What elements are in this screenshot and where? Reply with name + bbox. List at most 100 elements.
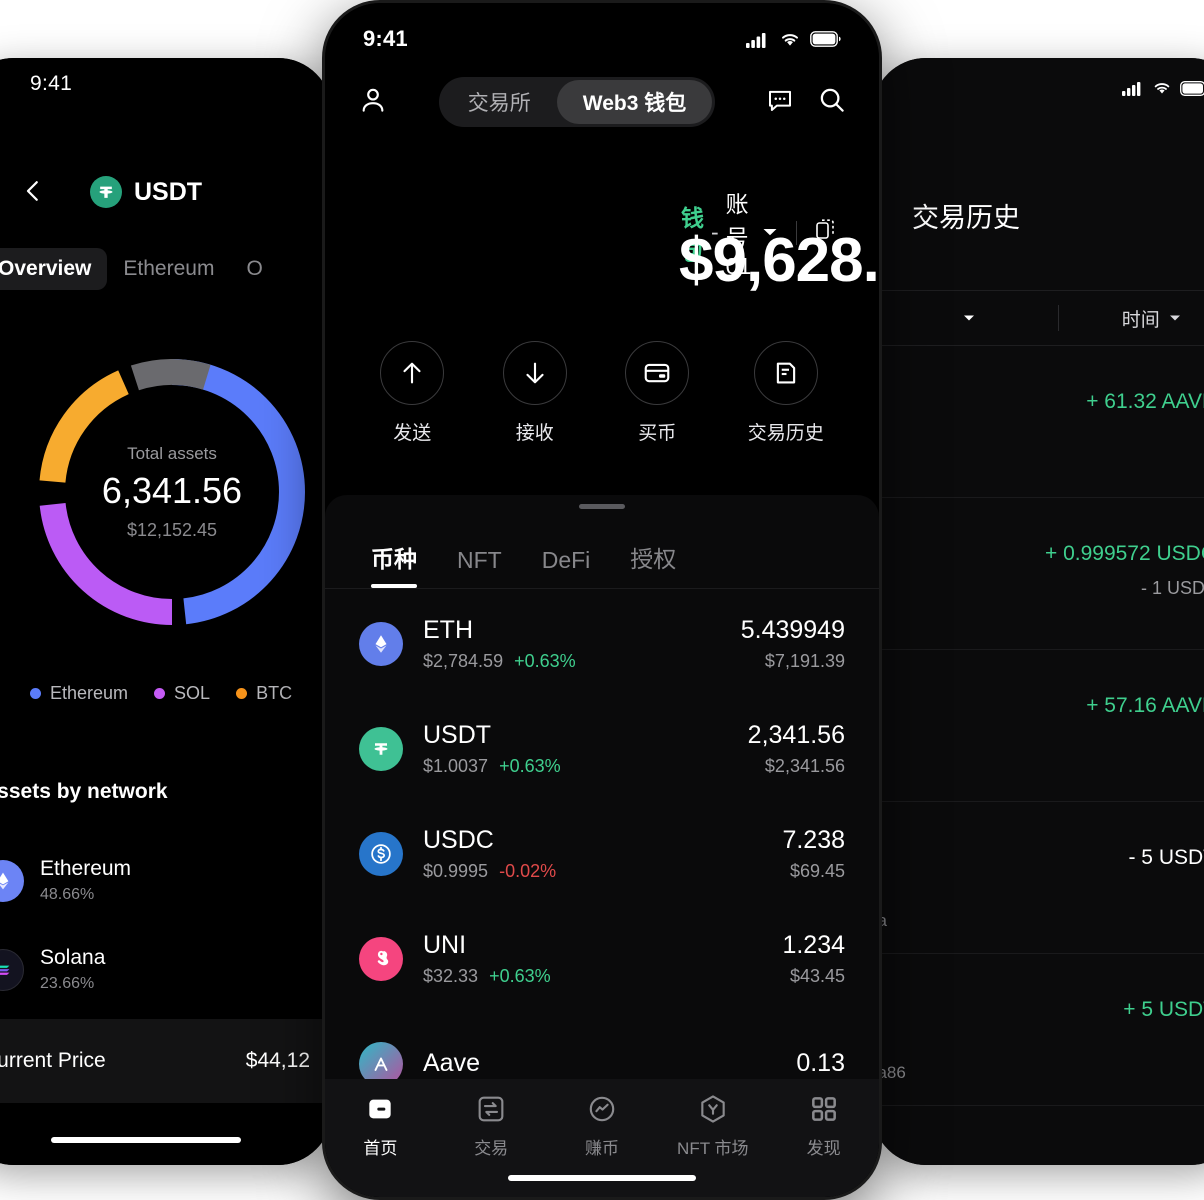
filter-type[interactable] [872, 314, 1058, 322]
top-actions [765, 85, 847, 120]
current-price-bar: Current Price $44,12 [0, 1019, 332, 1103]
tab-nft[interactable]: NFT [457, 547, 502, 573]
token-row[interactable]: Aave 0.13 [325, 1011, 879, 1116]
token-info: Aave [423, 1049, 796, 1078]
divider [1057, 305, 1059, 331]
search-icon[interactable] [817, 85, 847, 120]
chevron-down-icon [964, 315, 975, 321]
uniswap-icon [359, 936, 403, 981]
transaction-amount-secondary: - 1 USDT [1140, 578, 1204, 598]
token-row[interactable]: UNI $32.33 +0.63% 1.234 $43.45 [325, 906, 879, 1011]
wallet-account: 账号 01 [725, 191, 752, 279]
quick-actions: 发送 接收 买币 交易 [325, 341, 879, 445]
network-row[interactable]: Solana 23.66% [0, 925, 312, 1014]
token-value: $7,191.39 [764, 650, 845, 671]
assets-by-network-title: Assets by network [0, 780, 168, 803]
tether-icon [359, 726, 403, 771]
token-balance: 7.238 $69.45 [782, 826, 845, 882]
status-icons [1122, 80, 1204, 96]
tab-defi[interactable]: DeFi [541, 547, 591, 573]
sheet-grabber[interactable] [579, 504, 625, 509]
transaction-row[interactable]: + 57.16 AAVE [872, 650, 1204, 802]
tab-approvals[interactable]: 授权 [630, 546, 677, 572]
token-price: $0.9995 [423, 860, 489, 881]
nav-nft-market[interactable]: NFT 市场 [657, 1093, 768, 1159]
token-price: $2,784.59 [423, 650, 504, 671]
home-indicator [51, 1137, 241, 1143]
nft-market-icon [701, 1095, 725, 1123]
transaction-amount: - 5 USDT [1128, 846, 1204, 869]
nav-home[interactable]: 首页 [325, 1093, 436, 1159]
right-phone-screen: 交易历史 时间 + 61.32 AAVE + 0.999572 [872, 58, 1204, 1165]
token-symbol: UNI [423, 930, 467, 959]
token-info: UNI $32.33 +0.63% [423, 931, 782, 987]
token-row[interactable]: USDT $1.0037 +0.63% 2,341.56 $2,341.56 [325, 696, 879, 801]
transaction-row[interactable]: + 0.999572 USDC - 1 USDT C [872, 498, 1204, 650]
wallet-dash: - [711, 219, 719, 245]
wifi-icon [1154, 83, 1170, 94]
network-name: Solana [40, 946, 106, 969]
action-buy-crypto[interactable]: 买币 [625, 341, 690, 445]
ethereum-icon [0, 859, 24, 902]
token-row[interactable]: USDC $0.9995 -0.02% 7.238 $69.45 [325, 801, 879, 906]
legend-label: SOL [174, 683, 211, 703]
assets-sheet: 币种 NFT DeFi 授权 ETH $2,784.59 [325, 495, 879, 1197]
action-history[interactable]: 交易历史 [748, 341, 824, 445]
nav-label: 赚币 [584, 1139, 619, 1158]
nav-earn[interactable]: 赚币 [547, 1093, 658, 1159]
transaction-row[interactable]: + 5 USDT ba86 [872, 954, 1204, 1106]
nav-trade[interactable]: 交易 [436, 1093, 547, 1159]
token-info: USDT $1.0037 +0.63% [423, 721, 748, 777]
action-receive[interactable]: 接收 [502, 341, 567, 445]
token-value: $2,341.56 [764, 755, 845, 776]
tether-icon [89, 176, 122, 208]
top-bar: 交易所 Web3 钱包 [325, 75, 879, 129]
token-quantity: 0.13 [796, 1049, 845, 1077]
network-row[interactable]: Ethereum 48.66% [0, 836, 312, 925]
chevron-down-icon[interactable] [762, 224, 778, 242]
legend-dot-icon [154, 688, 166, 699]
status-time: 9:41 [30, 72, 73, 95]
token-symbol: Aave [423, 1049, 480, 1077]
transaction-row[interactable]: - 5 USDT 0a [872, 802, 1204, 954]
token-sub: $0.9995 -0.02% [423, 861, 782, 882]
token-quantity: 7.238 [782, 825, 845, 854]
donut-total-usd: $12,152.45 [126, 519, 218, 540]
usdc-icon [359, 831, 403, 876]
action-label: 发送 [393, 423, 432, 444]
right-phone: 交易历史 时间 + 61.32 AAVE + 0.999572 [872, 58, 1204, 1165]
legend-item-ethereum: Ethereum [30, 683, 128, 704]
chat-bubble-icon[interactable] [765, 85, 795, 120]
filter-time[interactable]: 时间 [1059, 305, 1204, 332]
token-row[interactable]: ETH $2,784.59 +0.63% 5.439949 $7,191.39 [325, 591, 879, 696]
donut-total-value: 6,341.56 [101, 469, 243, 511]
document-icon [753, 341, 818, 405]
token-info: ETH $2,784.59 +0.63% [423, 616, 741, 672]
tab-ethereum[interactable]: Ethereum [123, 257, 215, 280]
tab-other[interactable]: O [246, 257, 263, 280]
action-send[interactable]: 发送 [380, 341, 445, 445]
nav-discover[interactable]: 发现 [768, 1093, 879, 1159]
person-icon[interactable] [357, 84, 389, 121]
donut-total-label: Total assets [127, 443, 217, 463]
token-list: ETH $2,784.59 +0.63% 5.439949 $7,191.39 [325, 591, 879, 1197]
transaction-amount: + 0.999572 USDC [1044, 542, 1204, 565]
ethereum-icon [359, 621, 403, 666]
token-change: +0.63% [489, 965, 551, 986]
token-value: $43.45 [789, 965, 845, 986]
aave-icon [359, 1041, 403, 1086]
tab-overview[interactable]: Overview [0, 248, 108, 290]
copy-icon[interactable] [814, 217, 838, 248]
back-button[interactable] [18, 176, 48, 206]
donut-center-labels: Total assets 6,341.56 $12,152.45 [22, 342, 322, 642]
battery-icon [1180, 80, 1204, 96]
token-sub: $32.33 +0.63% [423, 966, 782, 987]
segment-exchange[interactable]: 交易所 [467, 92, 531, 115]
transaction-row[interactable]: + 61.32 AAVE [872, 346, 1204, 498]
segment-web3-wallet[interactable]: Web3 钱包 [556, 80, 713, 124]
home-indicator [508, 1175, 696, 1181]
tab-tokens[interactable]: 币种 [349, 540, 437, 588]
asset-tabs: 币种 NFT DeFi 授权 [325, 527, 879, 589]
legend-item-sol: SOL [154, 683, 210, 704]
network-name: Ethereum [40, 857, 132, 880]
